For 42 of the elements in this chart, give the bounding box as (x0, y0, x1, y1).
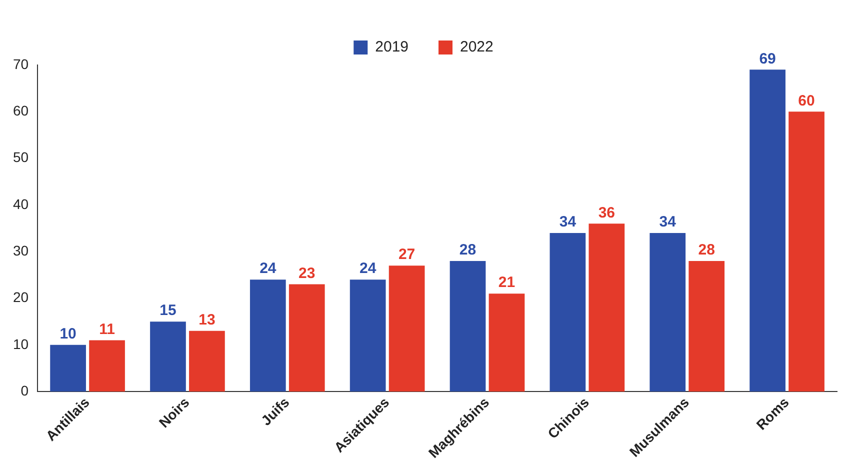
data-label: 34 (559, 214, 577, 231)
data-label: 60 (798, 92, 815, 110)
bar (189, 330, 225, 392)
data-label: 11 (99, 320, 115, 338)
bar (650, 232, 686, 392)
y-tick-label: 30 (12, 242, 29, 258)
data-label: 36 (598, 204, 616, 222)
y-tick-label: 40 (12, 196, 29, 212)
data-label: 10 (60, 326, 76, 343)
data-label: 27 (398, 246, 416, 264)
data-label: 28 (698, 242, 715, 259)
data-label: 15 (160, 302, 176, 320)
bar (388, 266, 425, 392)
bar (588, 224, 625, 392)
bar (788, 112, 824, 392)
data-label: 69 (759, 50, 776, 68)
data-label: 23 (298, 264, 316, 282)
bar (250, 280, 286, 392)
y-tick-label: 20 (12, 289, 29, 306)
data-label: 21 (498, 274, 516, 292)
bar (150, 322, 186, 392)
legend-label: 2022 (460, 38, 494, 56)
legend-label: 2019 (375, 38, 409, 56)
bar (350, 280, 386, 392)
y-tick-label: 50 (12, 149, 29, 166)
data-label: 28 (459, 242, 476, 259)
bar (488, 294, 525, 392)
bar (688, 260, 725, 392)
bar (450, 260, 486, 392)
data-label: 13 (198, 312, 216, 329)
y-tick-label: 70 (12, 56, 29, 72)
bar (288, 284, 325, 392)
bar (50, 344, 86, 392)
bar (89, 340, 125, 392)
data-label: 34 (659, 214, 677, 231)
y-tick-label: 0 (20, 382, 29, 398)
data-label: 24 (260, 260, 277, 278)
y-tick-label: 10 (12, 336, 29, 352)
bar (750, 70, 786, 392)
bar (550, 232, 586, 392)
y-tick-label: 60 (12, 102, 29, 119)
data-label: 24 (359, 260, 377, 278)
